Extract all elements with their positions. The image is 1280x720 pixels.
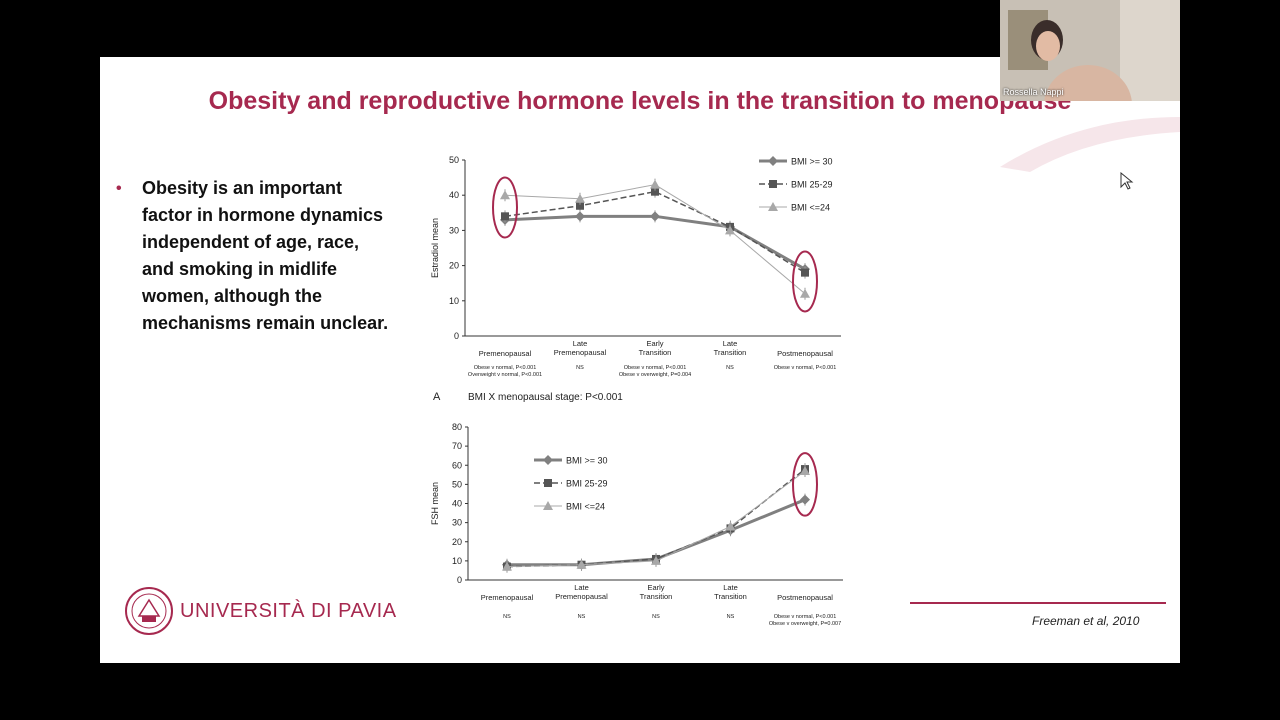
data-point xyxy=(501,212,509,221)
data-point xyxy=(651,555,661,565)
stat-label: NS xyxy=(576,365,584,371)
x-tick-label: Premenopausal xyxy=(555,592,608,601)
y-axis-label: FSH mean xyxy=(430,482,440,525)
legend-label: BMI >= 30 xyxy=(791,157,833,167)
stat-label: Obese v normal, P<0.001 xyxy=(624,365,687,371)
x-tick-label: Postmenopausal xyxy=(777,349,833,358)
y-tick-label: 10 xyxy=(449,296,459,306)
slide-title: Obesity and reproductive hormone levels … xyxy=(208,87,1072,115)
university-seal-icon xyxy=(125,587,173,635)
x-tick-label: Postmenopausal xyxy=(777,593,833,602)
series-line xyxy=(504,214,806,271)
legend-marker xyxy=(544,479,552,487)
stat-label: Obese v normal, P<0.001 xyxy=(474,365,537,371)
series-line xyxy=(504,184,806,295)
y-tick-label: 0 xyxy=(457,575,462,585)
highlight-ellipse xyxy=(492,176,518,239)
legend-label: BMI <=24 xyxy=(791,203,830,213)
panel-label: A xyxy=(433,391,441,403)
legend-marker xyxy=(543,455,553,465)
stat-label: Obese v overweight, P=0.004 xyxy=(619,372,691,378)
data-point xyxy=(575,211,585,222)
citation-divider xyxy=(910,602,1166,604)
data-point xyxy=(725,521,736,531)
participant-video-icon xyxy=(1000,0,1180,101)
y-tick-label: 20 xyxy=(452,537,462,547)
data-point xyxy=(502,561,512,571)
bullet-text: Obesity is an important factor in hormon… xyxy=(142,178,389,333)
stat-label: NS xyxy=(726,365,734,371)
y-tick-label: 50 xyxy=(452,479,462,489)
slide: Obesity and reproductive hormone levels … xyxy=(100,57,1180,663)
x-tick-label: Late xyxy=(574,583,589,592)
y-tick-label: 80 xyxy=(452,422,462,432)
x-tick-label: Transition xyxy=(640,592,673,601)
data-point xyxy=(575,193,585,203)
x-tick-label: Premenopausal xyxy=(479,349,532,358)
highlight-ellipse xyxy=(792,452,818,517)
data-point xyxy=(650,211,660,222)
stat-label: NS xyxy=(727,614,735,620)
data-point xyxy=(800,494,810,505)
legend-label: BMI 25-29 xyxy=(566,479,608,489)
data-point xyxy=(801,268,809,277)
data-point xyxy=(800,465,810,475)
data-point xyxy=(800,288,810,298)
data-point xyxy=(500,190,510,200)
y-tick-label: 40 xyxy=(449,190,459,200)
participant-name: Rossella Nappi xyxy=(1003,87,1064,97)
citation: Freeman et al, 2010 xyxy=(1032,614,1140,628)
y-tick-label: 60 xyxy=(452,460,462,470)
y-tick-label: 10 xyxy=(452,556,462,566)
x-tick-label: Early xyxy=(646,339,663,348)
legend-marker xyxy=(768,202,778,211)
legend-marker xyxy=(768,156,778,166)
data-point xyxy=(576,201,584,210)
legend-label: BMI >= 30 xyxy=(566,456,608,466)
x-tick-label: Early xyxy=(647,583,664,592)
mouse-cursor-icon xyxy=(1120,172,1134,190)
stat-label: Obese v overweight, P=0.007 xyxy=(769,621,841,627)
data-point xyxy=(725,225,735,235)
stat-label: Obese v normal, P<0.001 xyxy=(774,365,837,371)
y-tick-label: 50 xyxy=(449,155,459,165)
y-tick-label: 30 xyxy=(452,518,462,528)
university-logo: UNIVERSITÀ DI PAVIA xyxy=(124,586,396,642)
x-tick-label: Late xyxy=(573,339,588,348)
x-tick-label: Transition xyxy=(714,592,747,601)
legend-label: BMI 25-29 xyxy=(791,180,833,190)
x-tick-label: Late xyxy=(723,583,738,592)
chart-footnote: BMI X menopausal stage: P<0.001 xyxy=(468,392,623,403)
stat-label: NS xyxy=(503,614,511,620)
y-tick-label: 0 xyxy=(454,331,459,341)
x-tick-label: Transition xyxy=(639,348,672,357)
data-point xyxy=(576,559,587,569)
y-tick-label: 30 xyxy=(449,225,459,235)
legend-marker xyxy=(769,180,777,188)
fsh-chart: 0 10 20 30 40 50 60 70 80 FSH mean Premenopausal NS… xyxy=(430,422,843,627)
estradiol-chart: 0 10 20 30 40 50 Estradiol mean Premenopausal Ob… xyxy=(430,155,841,403)
webcam-video: Rossella Nappi xyxy=(1000,0,1180,101)
highlight-ellipse xyxy=(792,250,818,313)
stat-label: Overweight v normal, P<0.001 xyxy=(468,372,542,378)
y-tick-label: 70 xyxy=(452,441,462,451)
y-tick-label: 40 xyxy=(452,499,462,509)
legend-marker xyxy=(543,501,553,510)
university-name: UNIVERSITÀ DI PAVIA xyxy=(180,600,397,622)
stat-label: NS xyxy=(652,614,660,620)
stat-label: Obese v normal, P<0.001 xyxy=(774,614,837,620)
series-line xyxy=(504,190,806,274)
y-tick-label: 20 xyxy=(449,261,459,271)
data-point xyxy=(650,179,660,189)
x-tick-label: Premenopausal xyxy=(481,593,534,602)
legend-label: BMI <=24 xyxy=(566,502,605,512)
y-axis-label: Estradiol mean xyxy=(430,218,440,278)
x-tick-label: Transition xyxy=(714,348,747,357)
stat-label: NS xyxy=(578,614,586,620)
decorative-swoosh xyxy=(1000,117,1180,172)
bullet-marker: • xyxy=(116,180,122,197)
x-tick-label: Premenopausal xyxy=(554,348,607,357)
data-point xyxy=(651,187,659,196)
x-tick-label: Late xyxy=(723,339,738,348)
